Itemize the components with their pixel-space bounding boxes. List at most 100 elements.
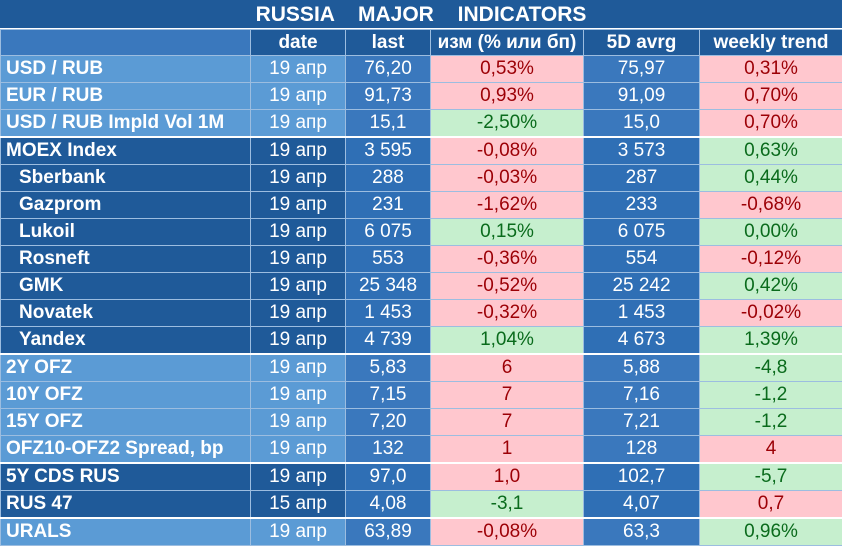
row-change: -2,50% (431, 110, 584, 138)
row-date: 19 апр (251, 165, 346, 192)
row-name: USD / RUB Impld Vol 1M (1, 110, 251, 138)
row-name: 5Y CDS RUS (1, 463, 251, 491)
row-5d-avg: 25 242 (584, 273, 700, 300)
header-date: date (251, 30, 346, 56)
row-weekly-trend: -0,02% (700, 300, 842, 327)
row-change: -0,08% (431, 518, 584, 546)
row-5d-avg: 233 (584, 192, 700, 219)
row-name: USD / RUB (1, 56, 251, 83)
row-name: URALS (1, 518, 251, 546)
row-date: 19 апр (251, 219, 346, 246)
row-weekly-trend: 4 (700, 436, 842, 464)
row-name: Rosneft (1, 246, 251, 273)
row-change: 6 (431, 354, 584, 382)
row-5d-avg: 4,07 (584, 491, 700, 519)
row-date: 19 апр (251, 327, 346, 355)
row-name: Lukoil (1, 219, 251, 246)
row-5d-avg: 75,97 (584, 56, 700, 83)
row-last: 15,1 (346, 110, 431, 138)
row-name: Yandex (1, 327, 251, 355)
row-date: 19 апр (251, 382, 346, 409)
row-date: 19 апр (251, 354, 346, 382)
row-change: -1,62% (431, 192, 584, 219)
row-weekly-trend: -0,68% (700, 192, 842, 219)
row-last: 76,20 (346, 56, 431, 83)
row-5d-avg: 3 573 (584, 137, 700, 165)
row-weekly-trend: 0,7 (700, 491, 842, 519)
row-last: 7,20 (346, 409, 431, 436)
row-5d-avg: 63,3 (584, 518, 700, 546)
row-date: 19 апр (251, 83, 346, 110)
row-weekly-trend: -1,2 (700, 409, 842, 436)
row-last: 6 075 (346, 219, 431, 246)
row-change: -0,52% (431, 273, 584, 300)
row-5d-avg: 102,7 (584, 463, 700, 491)
header-5d-avg: 5D avrg (584, 30, 700, 56)
row-last: 288 (346, 165, 431, 192)
row-weekly-trend: 0,42% (700, 273, 842, 300)
row-date: 19 апр (251, 409, 346, 436)
row-weekly-trend: 0,00% (700, 219, 842, 246)
row-last: 7,15 (346, 382, 431, 409)
header-weekly-trend: weekly trend (700, 30, 842, 56)
row-change: -3,1 (431, 491, 584, 519)
row-name: EUR / RUB (1, 83, 251, 110)
page-title: RUSSIA MAJOR INDICATORS (0, 0, 842, 29)
row-last: 3 595 (346, 137, 431, 165)
row-5d-avg: 4 673 (584, 327, 700, 355)
row-change: -0,36% (431, 246, 584, 273)
row-5d-avg: 6 075 (584, 219, 700, 246)
row-change: -0,32% (431, 300, 584, 327)
row-change: 7 (431, 409, 584, 436)
row-weekly-trend: 0,31% (700, 56, 842, 83)
row-change: 1,04% (431, 327, 584, 355)
row-date: 19 апр (251, 518, 346, 546)
row-weekly-trend: -5,7 (700, 463, 842, 491)
row-5d-avg: 7,16 (584, 382, 700, 409)
row-weekly-trend: -0,12% (700, 246, 842, 273)
row-weekly-trend: 0,70% (700, 83, 842, 110)
row-weekly-trend: 0,96% (700, 518, 842, 546)
row-name: OFZ10-OFZ2 Spread, bp (1, 436, 251, 464)
row-name: Gazprom (1, 192, 251, 219)
row-date: 19 апр (251, 56, 346, 83)
row-last: 4 739 (346, 327, 431, 355)
row-date: 19 апр (251, 110, 346, 138)
row-change: 1,0 (431, 463, 584, 491)
row-last: 5,83 (346, 354, 431, 382)
row-weekly-trend: 0,44% (700, 165, 842, 192)
row-5d-avg: 287 (584, 165, 700, 192)
indicators-table: date last изм (% или бп) 5D avrg weekly … (0, 29, 842, 546)
row-weekly-trend: 1,39% (700, 327, 842, 355)
row-change: 0,53% (431, 56, 584, 83)
row-last: 63,89 (346, 518, 431, 546)
row-weekly-trend: 0,63% (700, 137, 842, 165)
row-5d-avg: 5,88 (584, 354, 700, 382)
row-name: 2Y OFZ (1, 354, 251, 382)
row-weekly-trend: 0,70% (700, 110, 842, 138)
row-change: -0,03% (431, 165, 584, 192)
row-last: 25 348 (346, 273, 431, 300)
row-weekly-trend: -1,2 (700, 382, 842, 409)
header-name (1, 30, 251, 56)
row-name: 15Y OFZ (1, 409, 251, 436)
row-5d-avg: 554 (584, 246, 700, 273)
row-change: 7 (431, 382, 584, 409)
row-change: 1 (431, 436, 584, 464)
row-date: 15 апр (251, 491, 346, 519)
row-last: 91,73 (346, 83, 431, 110)
row-name: MOEX Index (1, 137, 251, 165)
row-date: 19 апр (251, 463, 346, 491)
